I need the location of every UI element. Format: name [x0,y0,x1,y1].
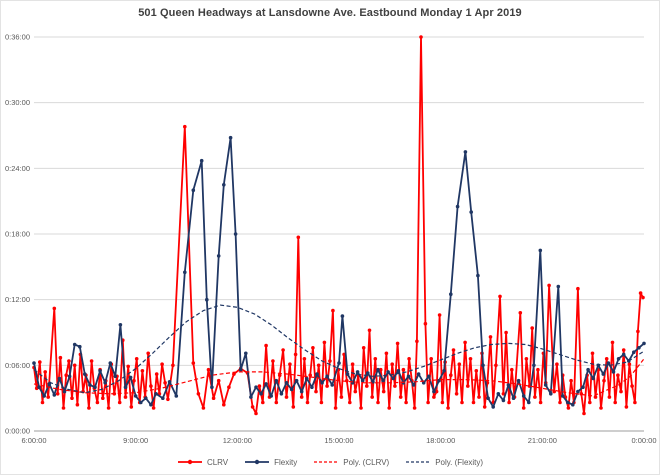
legend-item-poly-flexity: Poly. (Flexity) [405,457,483,467]
legend-label-poly-clrv: Poly. (CLRV) [343,457,390,467]
legend-label-poly-flexity: Poly. (Flexity) [435,457,484,467]
chart-legend: CLRV Flexity Poly. (CLRV) Poly. (Flexity… [1,457,659,467]
legend-item-flexity: Flexity [244,457,297,467]
svg-text:0:00:00: 0:00:00 [5,427,30,436]
svg-text:0:30:00: 0:30:00 [5,98,30,107]
svg-text:0:06:00: 0:06:00 [5,361,30,370]
poly-flexity-dashed-line-icon [406,461,431,463]
svg-text:12:00:00: 12:00:00 [223,436,252,445]
svg-text:0:12:00: 0:12:00 [5,295,30,304]
poly-clrv-dashed-line-icon [314,461,339,463]
svg-text:0:36:00: 0:36:00 [5,33,30,42]
svg-text:9:00:00: 9:00:00 [123,436,148,445]
svg-text:15:00:00: 15:00:00 [324,436,353,445]
flexity-line-marker-icon [245,459,270,465]
legend-label-flexity: Flexity [274,457,298,467]
svg-text:18:00:00: 18:00:00 [426,436,455,445]
legend-item-poly-clrv: Poly. (CLRV) [313,457,389,467]
chart-title: 501 Queen Headways at Lansdowne Ave. Eas… [138,7,522,19]
legend-label-clrv: CLRV [206,457,229,467]
legend-item-clrv: CLRV [177,457,228,467]
svg-text:6:00:00: 6:00:00 [21,436,46,445]
svg-text:0:18:00: 0:18:00 [5,230,30,239]
svg-text:0:00:00: 0:00:00 [631,436,656,445]
svg-text:21:00:00: 21:00:00 [528,436,557,445]
svg-text:0:24:00: 0:24:00 [5,164,30,173]
clrv-line-marker-icon [177,459,202,465]
